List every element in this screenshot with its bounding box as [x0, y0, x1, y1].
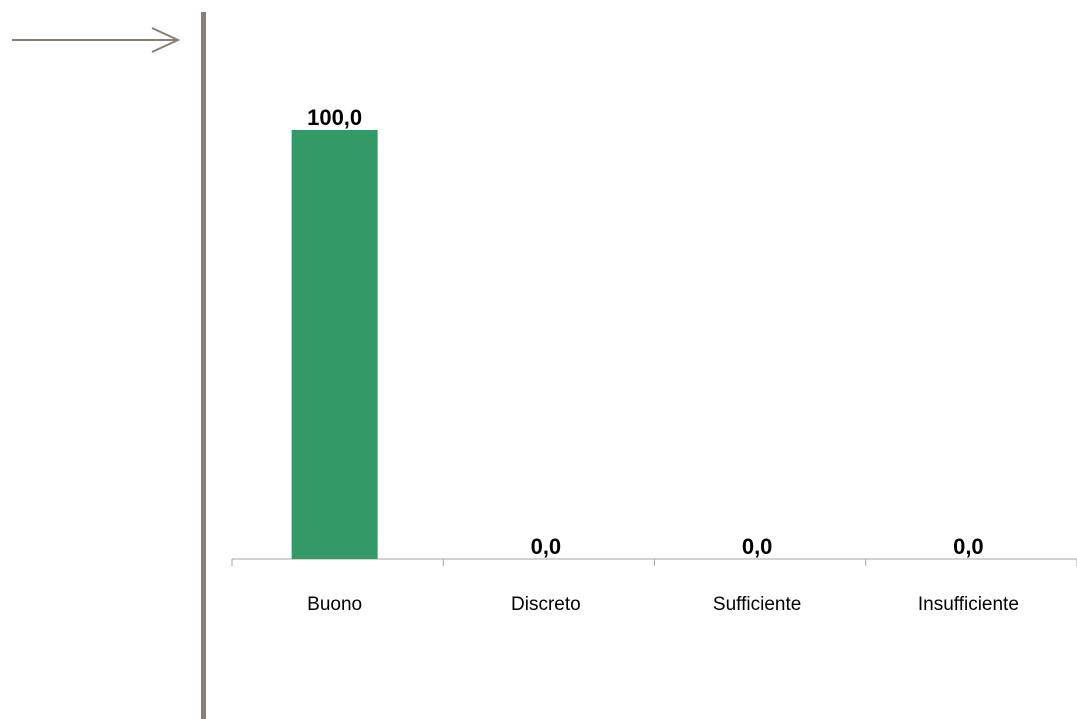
data-label-sufficiente: 0,0 [742, 534, 773, 559]
data-label-discreto: 0,0 [531, 534, 562, 559]
bars-group [291, 130, 378, 559]
category-label-buono: Buono [307, 594, 362, 615]
arrow-icon [12, 27, 181, 53]
data-labels-group: 100,0 0,0 0,0 0,0 [307, 105, 984, 559]
bar-buono [291, 130, 378, 559]
data-label-buono: 100,0 [307, 105, 362, 130]
category-label-sufficiente: Sufficiente [713, 594, 801, 615]
x-axis-ticks [231, 559, 1077, 566]
vertical-divider [201, 12, 206, 719]
category-labels-group: Buono Discreto Sufficiente Insufficiente [307, 594, 1019, 615]
category-label-insufficiente: Insufficiente [918, 594, 1019, 615]
category-label-discreto: Discreto [511, 594, 581, 615]
data-label-insufficiente: 0,0 [953, 534, 984, 559]
